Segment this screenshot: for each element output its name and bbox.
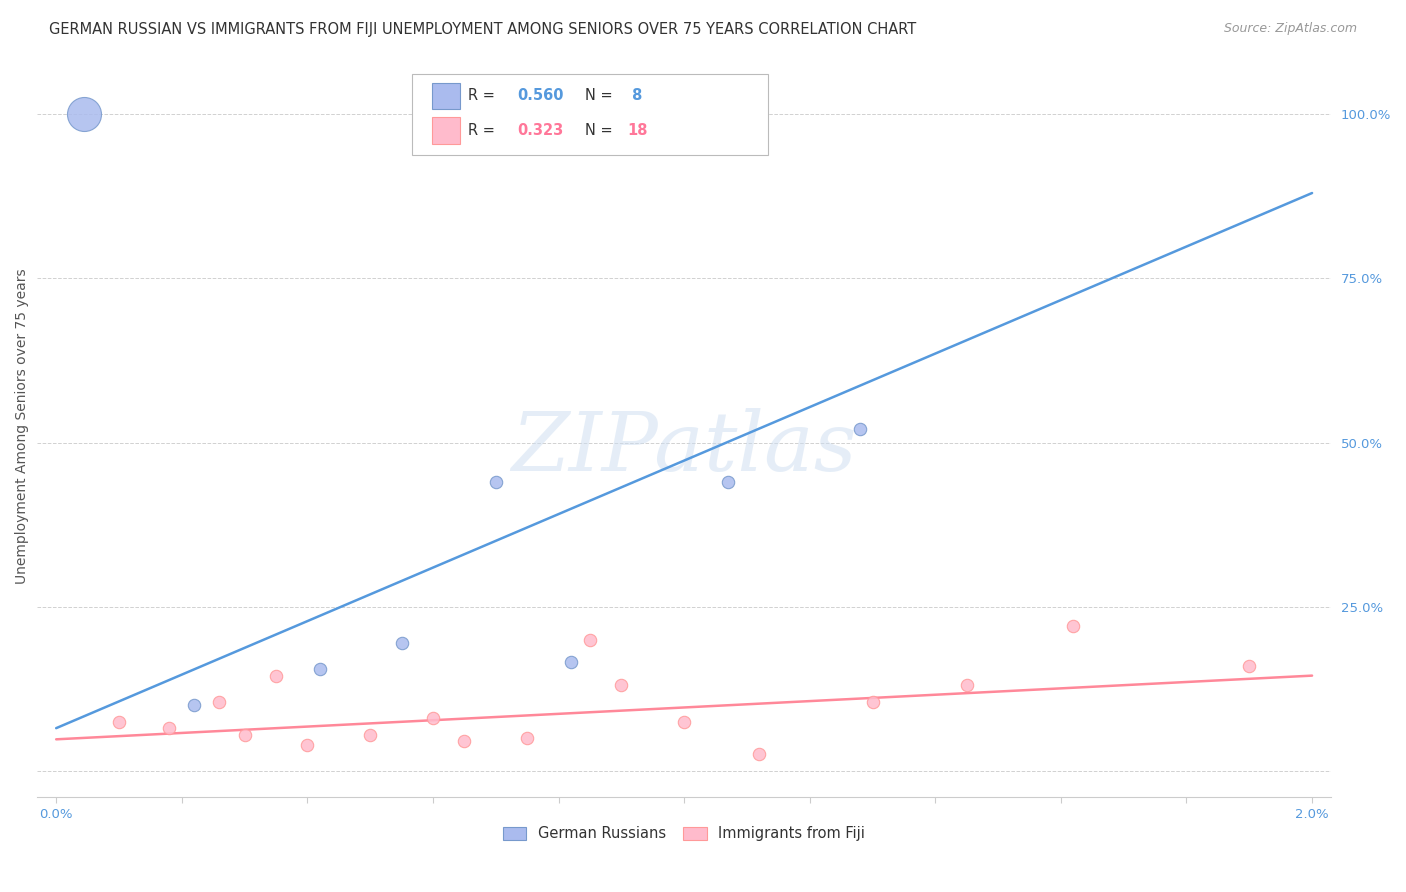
Legend: German Russians, Immigrants from Fiji: German Russians, Immigrants from Fiji [499, 822, 870, 846]
Point [183, 698, 205, 713]
Point [1062, 619, 1084, 633]
Text: 0.560: 0.560 [517, 88, 564, 103]
Point [579, 632, 602, 647]
Point [956, 678, 979, 692]
Text: 18: 18 [627, 123, 648, 138]
Point [391, 636, 413, 650]
Point [453, 734, 475, 748]
Text: 0.323: 0.323 [517, 123, 564, 138]
Point [717, 475, 740, 489]
Text: GERMAN RUSSIAN VS IMMIGRANTS FROM FIJI UNEMPLOYMENT AMONG SENIORS OVER 75 YEARS : GERMAN RUSSIAN VS IMMIGRANTS FROM FIJI U… [49, 22, 917, 37]
Point [422, 711, 444, 725]
Text: R =: R = [468, 123, 499, 138]
Point [108, 714, 131, 729]
Bar [432, 83, 460, 110]
Point [862, 695, 884, 709]
Point [610, 678, 633, 692]
Point [560, 656, 582, 670]
Text: ZIPatlas: ZIPatlas [512, 409, 856, 489]
Text: R =: R = [468, 88, 499, 103]
Text: N =: N = [585, 123, 612, 138]
Text: 8: 8 [627, 88, 643, 103]
Point [297, 738, 319, 752]
Point [849, 422, 872, 436]
Point [309, 662, 332, 676]
Point [157, 721, 180, 735]
FancyBboxPatch shape [412, 74, 768, 155]
Point [516, 731, 538, 745]
Point [359, 728, 381, 742]
Bar [432, 118, 460, 145]
Point [673, 714, 696, 729]
Text: Source: ZipAtlas.com: Source: ZipAtlas.com [1223, 22, 1357, 36]
Point [485, 475, 508, 489]
Point [264, 668, 287, 682]
Point [233, 728, 256, 742]
Y-axis label: Unemployment Among Seniors over 75 years: Unemployment Among Seniors over 75 years [15, 268, 30, 584]
Point [748, 747, 770, 762]
Point [208, 695, 231, 709]
Point [1239, 658, 1261, 673]
Text: N =: N = [585, 88, 612, 103]
Point [73, 107, 96, 121]
